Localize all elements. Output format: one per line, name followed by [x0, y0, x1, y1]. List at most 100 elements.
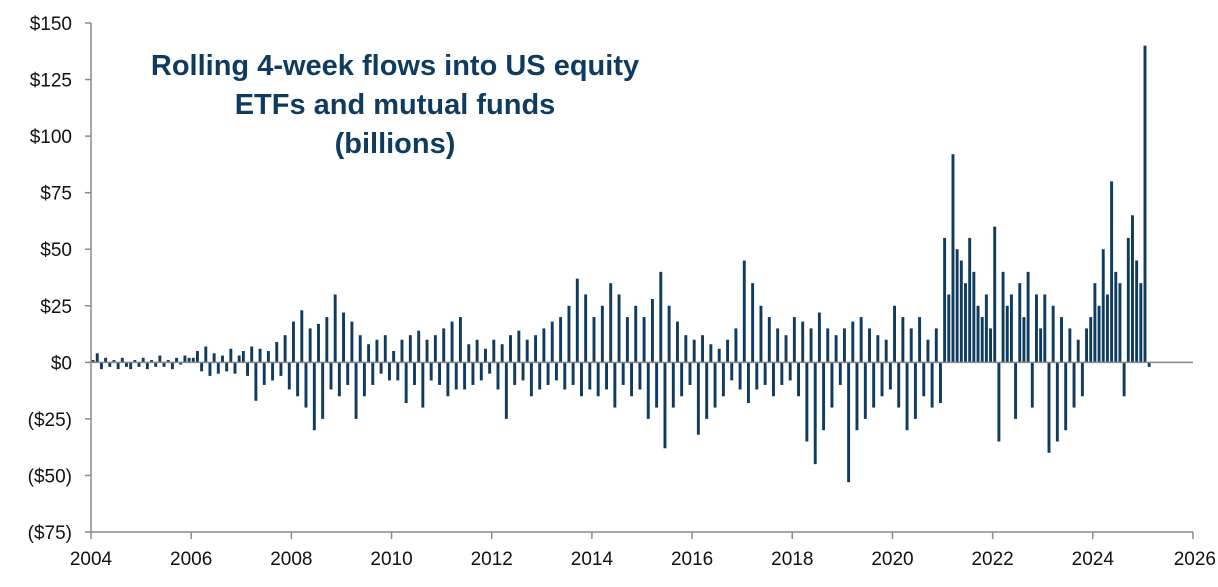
- bar: [642, 317, 646, 363]
- bar: [408, 335, 412, 363]
- bar: [300, 310, 304, 363]
- bar: [179, 362, 183, 365]
- bar: [959, 260, 963, 363]
- bar: [1030, 362, 1034, 408]
- bar: [913, 362, 917, 419]
- y-tick-label: ($50): [28, 466, 72, 487]
- bar: [646, 362, 650, 419]
- x-tick-label: 2018: [771, 549, 813, 570]
- bar: [509, 335, 512, 363]
- bar: [500, 344, 504, 363]
- bar: [529, 362, 533, 397]
- bar: [158, 355, 162, 363]
- bar: [989, 328, 993, 363]
- bar: [1060, 317, 1063, 363]
- bar: [271, 362, 275, 381]
- bar: [375, 339, 379, 363]
- bar: [909, 328, 913, 363]
- y-tick-label: $0: [51, 353, 72, 374]
- bar: [342, 312, 345, 363]
- bar: [400, 339, 404, 363]
- bar: [438, 362, 442, 385]
- bar: [229, 348, 233, 363]
- x-tick-label: 2020: [871, 549, 913, 570]
- bar: [692, 339, 696, 363]
- bar: [888, 362, 892, 390]
- bar: [676, 321, 679, 363]
- bar: [972, 271, 976, 363]
- bar: [454, 362, 458, 390]
- bar: [488, 362, 492, 374]
- bar: [809, 328, 813, 363]
- bar: [1085, 328, 1089, 363]
- x-tick-label: 2026: [1174, 549, 1216, 570]
- bar: [1018, 283, 1022, 363]
- bar: [1126, 237, 1130, 363]
- bar: [734, 328, 738, 363]
- bar: [947, 294, 951, 363]
- bar: [1139, 283, 1143, 363]
- bar: [563, 362, 567, 390]
- bar: [1014, 362, 1018, 419]
- x-axis-tick-labels: 2004 2006 2008 2010 2012 2014 2016 2018 2020 2022…: [70, 549, 1216, 570]
- y-tick-label: $100: [30, 127, 72, 148]
- bar: [580, 362, 583, 397]
- bar: [872, 362, 876, 408]
- bar: [671, 362, 675, 408]
- bar: [838, 362, 842, 385]
- bar: [893, 305, 896, 363]
- bar: [1055, 362, 1059, 442]
- bar: [625, 317, 629, 363]
- bar: [542, 328, 546, 363]
- bar: [141, 357, 145, 363]
- bar: [901, 317, 905, 363]
- bar: [1122, 362, 1126, 397]
- bar: [751, 283, 755, 363]
- bar: [605, 362, 608, 390]
- bar: [588, 362, 592, 390]
- bar: [797, 362, 800, 397]
- bar: [396, 362, 400, 381]
- bar: [99, 362, 103, 370]
- bar: [1089, 317, 1093, 363]
- bar: [492, 339, 496, 363]
- bar: [145, 362, 149, 370]
- bar: [1001, 271, 1005, 363]
- bar: [776, 328, 780, 363]
- bar: [617, 294, 621, 363]
- bar: [613, 362, 617, 408]
- bar: [246, 362, 249, 376]
- bar: [404, 362, 408, 404]
- bar: [801, 321, 805, 363]
- bar: [934, 328, 938, 363]
- bar: [880, 362, 884, 397]
- bar: [321, 362, 325, 419]
- bar: [475, 339, 479, 363]
- bar: [847, 362, 851, 483]
- bar: [863, 362, 867, 419]
- bar: [855, 362, 859, 431]
- bar: [600, 305, 604, 363]
- bar: [968, 237, 972, 363]
- bar: [504, 362, 508, 419]
- bar: [788, 362, 792, 381]
- bar: [421, 362, 425, 408]
- bar: [104, 357, 108, 363]
- bar: [133, 360, 137, 363]
- bar: [279, 362, 283, 376]
- bar: [1005, 305, 1009, 363]
- bar: [584, 294, 588, 363]
- bar: [484, 348, 487, 363]
- bar: [826, 328, 830, 363]
- bar: [842, 328, 846, 363]
- bar: [463, 362, 467, 390]
- bar: [312, 362, 316, 431]
- bar: [304, 362, 308, 408]
- bar: [120, 357, 124, 363]
- bar: [784, 335, 788, 363]
- bar: [1114, 271, 1118, 363]
- bar: [95, 353, 99, 363]
- bar: [1143, 45, 1147, 363]
- bar: [521, 362, 525, 381]
- x-tick-label: 2022: [971, 549, 1013, 570]
